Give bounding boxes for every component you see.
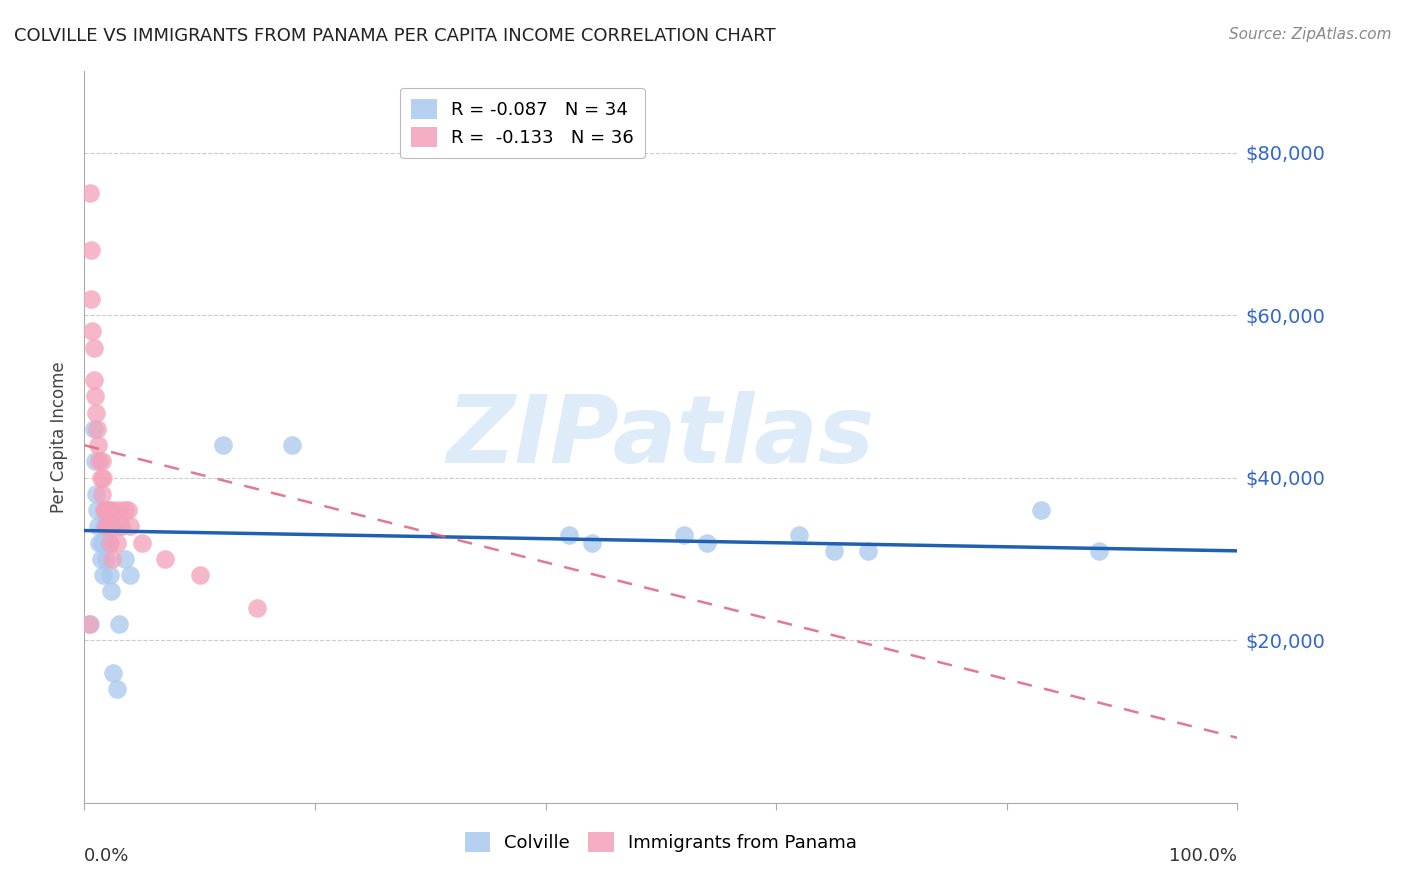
Point (672, 527, 695, 541)
Point (94, 503, 117, 517)
Point (858, 544, 880, 558)
Point (120, 519, 142, 533)
Point (101, 552, 124, 566)
Point (80, 292, 103, 306)
Point (103, 665, 124, 680)
Point (96, 503, 118, 517)
Point (91, 471, 114, 485)
Text: Source: ZipAtlas.com: Source: ZipAtlas.com (1229, 27, 1392, 42)
Point (110, 519, 132, 533)
Point (153, 552, 176, 566)
Point (79, 617, 101, 632)
Point (96, 552, 118, 566)
Point (90, 535, 112, 549)
Legend: Colville, Immigrants from Panama: Colville, Immigrants from Panama (457, 824, 865, 860)
Point (82, 325, 104, 339)
Point (188, 568, 211, 582)
Point (89, 471, 111, 485)
Point (77, 617, 100, 632)
Point (110, 519, 132, 533)
Point (89, 454, 111, 468)
Point (100, 519, 122, 533)
Point (89, 535, 111, 549)
Point (83, 389, 105, 403)
Point (100, 584, 122, 599)
Point (98, 535, 121, 549)
Point (98, 568, 121, 582)
Point (84, 406, 107, 420)
Text: COLVILLE VS IMMIGRANTS FROM PANAMA PER CAPITA INCOME CORRELATION CHART: COLVILLE VS IMMIGRANTS FROM PANAMA PER C… (14, 27, 776, 45)
Y-axis label: Per Capita Income: Per Capita Income (51, 361, 69, 513)
Point (117, 503, 139, 517)
Point (96, 519, 118, 533)
Point (97, 503, 120, 517)
Point (787, 527, 810, 541)
Text: 100.0%: 100.0% (1170, 847, 1237, 864)
Point (1031, 503, 1053, 517)
Point (80, 243, 103, 257)
Point (823, 544, 845, 558)
Point (581, 535, 603, 549)
Point (1088, 544, 1111, 558)
Point (105, 535, 128, 549)
Point (103, 503, 124, 517)
Point (87, 438, 110, 452)
Point (105, 681, 128, 696)
Point (557, 527, 579, 541)
Point (211, 438, 233, 452)
Point (114, 503, 136, 517)
Point (86, 503, 108, 517)
Point (96, 519, 118, 533)
Point (246, 600, 269, 615)
Point (91, 568, 114, 582)
Point (108, 503, 131, 517)
Point (90, 487, 112, 501)
Point (94, 519, 117, 533)
Point (83, 341, 105, 355)
Point (93, 519, 115, 533)
Point (79, 186, 101, 201)
Point (84, 487, 107, 501)
Point (281, 438, 304, 452)
Point (93, 503, 115, 517)
Point (108, 617, 131, 632)
Point (83, 454, 105, 468)
Point (97, 535, 120, 549)
Text: ZIPatlas: ZIPatlas (447, 391, 875, 483)
Point (86, 422, 108, 436)
Point (103, 519, 125, 533)
Point (114, 552, 136, 566)
Point (131, 535, 153, 549)
Point (90, 454, 112, 468)
Point (83, 373, 105, 387)
Point (87, 519, 110, 533)
Point (83, 422, 105, 436)
Point (696, 535, 718, 549)
Point (120, 568, 142, 582)
Text: 0.0%: 0.0% (84, 847, 129, 864)
Point (89, 552, 111, 566)
